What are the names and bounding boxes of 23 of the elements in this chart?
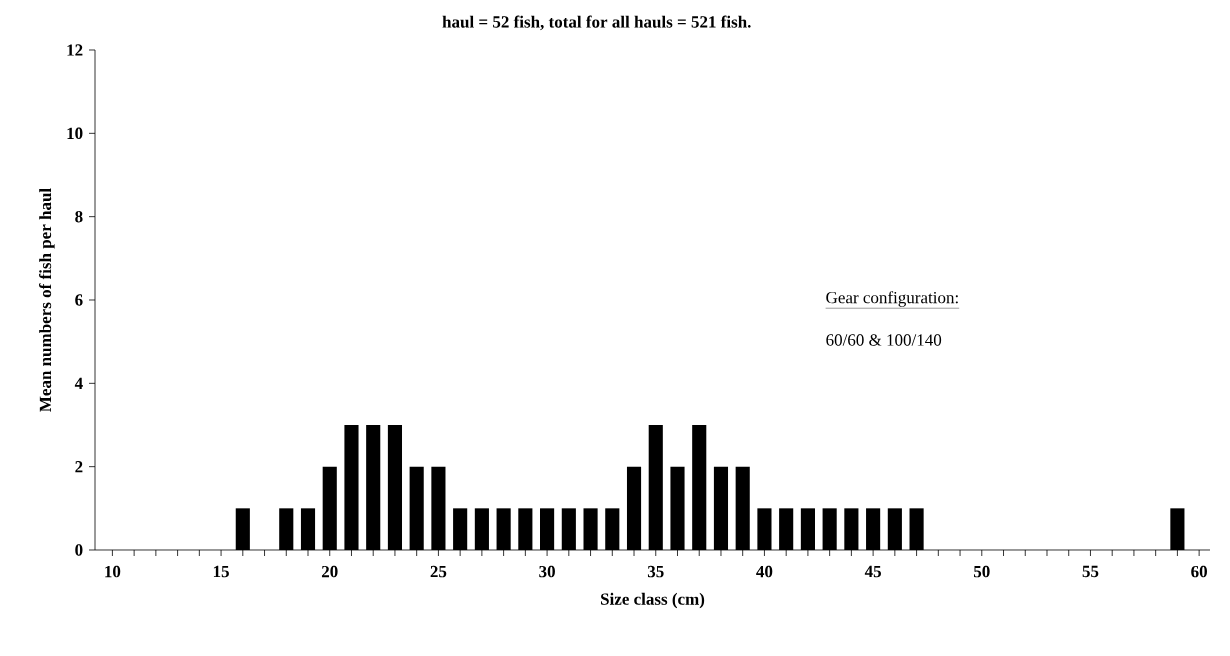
x-tick-label: 25	[430, 565, 447, 578]
chart-title: haul = 52 fish, total for all hauls = 521 fish.	[442, 15, 751, 31]
y-tick-label: 0	[75, 544, 83, 556]
y-tick-label: 8	[75, 210, 83, 223]
x-tick-label: 15	[213, 565, 229, 578]
y-tick-label: 2	[75, 461, 83, 473]
x-tick-label: 40	[756, 565, 773, 578]
x-axis-title: Size class (cm)	[601, 592, 705, 609]
y-tick-label: 6	[75, 294, 83, 306]
x-tick-label: 50	[973, 565, 990, 578]
x-tick-label: 45	[864, 565, 881, 578]
x-tick-label: 10	[105, 565, 121, 578]
x-tick-label: 20	[321, 565, 338, 578]
annotation: 60/60 & 100/140	[826, 334, 942, 346]
y-tick-label: 10	[67, 127, 83, 140]
x-tick-label: 55	[1082, 565, 1099, 578]
y-tick-label: 4	[74, 377, 83, 389]
annotation: Gear configuration:	[826, 291, 958, 307]
x-tick-label: 30	[539, 565, 555, 578]
y-tick-label: 12	[67, 44, 83, 56]
x-tick-label: 35	[647, 565, 664, 578]
x-tick-label: 60	[1191, 565, 1207, 578]
y-axis-title: Mean numbers of fish per haul	[39, 188, 55, 412]
